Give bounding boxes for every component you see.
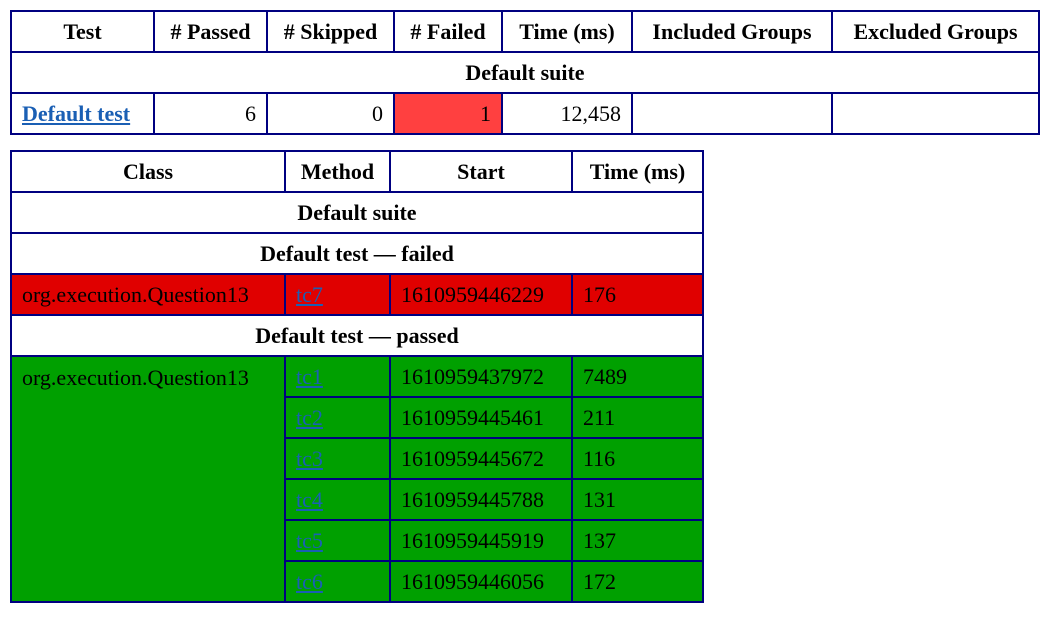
header-skipped: # Skipped (266, 10, 395, 53)
header-excluded-groups: Excluded Groups (831, 10, 1040, 53)
passed-method-cell: tc3 (284, 437, 391, 480)
header-passed: # Passed (153, 10, 268, 53)
failed-method-cell: tc7 (284, 273, 391, 316)
passed-method-cell: tc6 (284, 560, 391, 603)
passed-time: 7489 (571, 355, 704, 398)
included-groups (631, 92, 833, 135)
header-test: Test (10, 10, 155, 53)
failed-heading-row: Default test — failed (10, 232, 704, 275)
failed-method-row: org.execution.Question13 tc7 16109594462… (10, 273, 704, 316)
passed-method-cell: tc1 (284, 355, 391, 398)
passed-count: 6 (153, 92, 268, 135)
method-results-table: Class Method Start Time (ms) Default sui… (10, 150, 704, 603)
header-method: Method (284, 150, 391, 193)
header-start: Start (389, 150, 573, 193)
default-test-link[interactable]: Default test (22, 100, 131, 126)
passed-time: 137 (571, 519, 704, 562)
method-link-tc4[interactable]: tc4 (296, 486, 323, 512)
passed-start: 1610959445461 (389, 396, 573, 439)
passed-method-row: tc5 1610959445919 137 (11, 519, 704, 562)
failed-start: 1610959446229 (389, 273, 573, 316)
passed-heading-row: Default test — passed (10, 314, 704, 357)
failed-class: org.execution.Question13 (10, 273, 286, 316)
passed-method-row: tc4 1610959445788 131 (11, 478, 704, 521)
method-link-tc3[interactable]: tc3 (296, 445, 323, 471)
test-name-cell: Default test (10, 92, 155, 135)
excluded-groups (831, 92, 1040, 135)
passed-method-cell: tc2 (284, 396, 391, 439)
header-class: Class (10, 150, 286, 193)
passed-time: 211 (571, 396, 704, 439)
passed-start: 1610959445672 (389, 437, 573, 480)
passed-method-cell: tc5 (284, 519, 391, 562)
passed-time: 172 (571, 560, 704, 603)
passed-time: 116 (571, 437, 704, 480)
passed-method-row: tc2 1610959445461 211 (11, 396, 704, 439)
failed-count: 1 (393, 92, 503, 135)
test-summary-row: Default test 6 0 1 12,458 (10, 92, 1040, 135)
header-time: Time (ms) (501, 10, 633, 53)
suite-name: Default suite (10, 51, 1040, 94)
failed-time: 176 (571, 273, 704, 316)
passed-start: 1610959445919 (389, 519, 573, 562)
skipped-count: 0 (266, 92, 395, 135)
header-included-groups: Included Groups (631, 10, 833, 53)
methods-header-row: Class Method Start Time (ms) (10, 150, 704, 193)
passed-class: org.execution.Question13 (10, 355, 286, 603)
suite-summary-table: Test # Passed # Skipped # Failed Time (m… (10, 10, 1040, 135)
method-link-tc2[interactable]: tc2 (296, 404, 323, 430)
passed-start: 1610959445788 (389, 478, 573, 521)
method-link-tc6[interactable]: tc6 (296, 568, 323, 594)
method-link-tc5[interactable]: tc5 (296, 527, 323, 553)
methods-suite-name: Default suite (10, 191, 704, 234)
passed-method-row: org.execution.Question13 tc1 16109594379… (10, 355, 704, 603)
passed-method-row: tc6 1610959446056 172 (11, 560, 704, 603)
summary-header-row: Test # Passed # Skipped # Failed Time (m… (10, 10, 1040, 53)
header-failed: # Failed (393, 10, 503, 53)
passed-heading: Default test — passed (10, 314, 704, 357)
passed-method-row: tc3 1610959445672 116 (11, 437, 704, 480)
passed-start: 1610959437972 (389, 355, 573, 398)
method-link-tc1[interactable]: tc1 (296, 363, 323, 389)
methods-suite-row: Default suite (10, 191, 704, 234)
passed-time: 131 (571, 478, 704, 521)
passed-start: 1610959446056 (389, 560, 573, 603)
header-method-time: Time (ms) (571, 150, 704, 193)
suite-row: Default suite (10, 51, 1040, 94)
passed-method-cell: tc4 (284, 478, 391, 521)
method-link-tc7[interactable]: tc7 (296, 281, 323, 307)
total-time: 12,458 (501, 92, 633, 135)
failed-heading: Default test — failed (10, 232, 704, 275)
